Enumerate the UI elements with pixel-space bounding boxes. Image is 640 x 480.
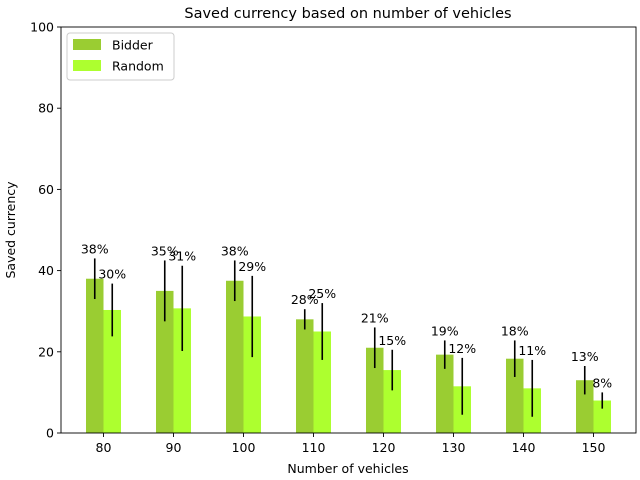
- bar-bidder: [366, 347, 384, 433]
- bar-random: [593, 400, 611, 433]
- data-label: 19%: [431, 323, 459, 338]
- bar-bidder: [436, 354, 454, 433]
- y-axis-label: Saved currency: [3, 181, 18, 279]
- bar-bidder: [226, 280, 244, 433]
- x-tick-label: 140: [512, 440, 536, 455]
- y-tick-label: 20: [38, 344, 54, 359]
- data-label: 31%: [168, 249, 196, 264]
- legend-swatch: [73, 60, 101, 71]
- legend-label: Bidder: [112, 38, 154, 53]
- axes-frame: [60, 26, 637, 434]
- data-label: 21%: [361, 310, 389, 325]
- legend-swatch: [73, 39, 101, 50]
- bar-random: [383, 370, 401, 433]
- x-tick-label: 90: [166, 440, 182, 455]
- x-tick-label: 130: [442, 440, 466, 455]
- data-label: 35%: [151, 243, 179, 258]
- data-label: 8%: [592, 375, 612, 390]
- bar-bidder: [506, 358, 524, 433]
- x-tick-label: 80: [96, 440, 112, 455]
- legend-label: Random: [112, 59, 164, 74]
- y-tick-label: 100: [30, 20, 54, 35]
- data-label: 12%: [448, 341, 476, 356]
- plot-area: 38% 35% 38% 28% 21% 19% 18% 13% 30% 31% 29% 25% 15% 1…: [30, 20, 637, 455]
- x-axis-label: Number of vehicles: [287, 461, 408, 476]
- chart-title: Saved currency based on number of vehicl…: [184, 6, 511, 22]
- data-label: 38%: [81, 241, 109, 256]
- bar-bidder: [296, 319, 314, 433]
- data-label: 30%: [98, 267, 126, 282]
- data-label: 25%: [308, 286, 336, 301]
- legend: Bidder Random: [66, 32, 175, 81]
- x-tick-label: 150: [582, 440, 606, 455]
- bar-bidder: [156, 290, 174, 433]
- bar-bidder: [86, 278, 104, 433]
- data-label: 11%: [518, 343, 546, 358]
- bar-random: [243, 316, 261, 433]
- x-tick-label: 100: [232, 440, 256, 455]
- data-label: 38%: [221, 243, 249, 258]
- bar-random: [103, 309, 121, 433]
- data-label: 18%: [501, 323, 529, 338]
- bar-random: [173, 308, 191, 433]
- y-tick-label: 80: [38, 101, 54, 116]
- data-label: 15%: [378, 333, 406, 348]
- data-label: 13%: [571, 349, 599, 364]
- bar-random: [313, 331, 331, 433]
- x-tick-label: 120: [372, 440, 396, 455]
- data-label: 29%: [238, 259, 266, 274]
- y-tick-label: 40: [38, 263, 54, 278]
- data-label: 28%: [291, 292, 319, 307]
- y-tick-label: 0: [46, 426, 54, 441]
- y-tick-label: 60: [38, 182, 54, 197]
- bar-bidder: [576, 380, 594, 433]
- x-tick-label: 110: [302, 440, 326, 455]
